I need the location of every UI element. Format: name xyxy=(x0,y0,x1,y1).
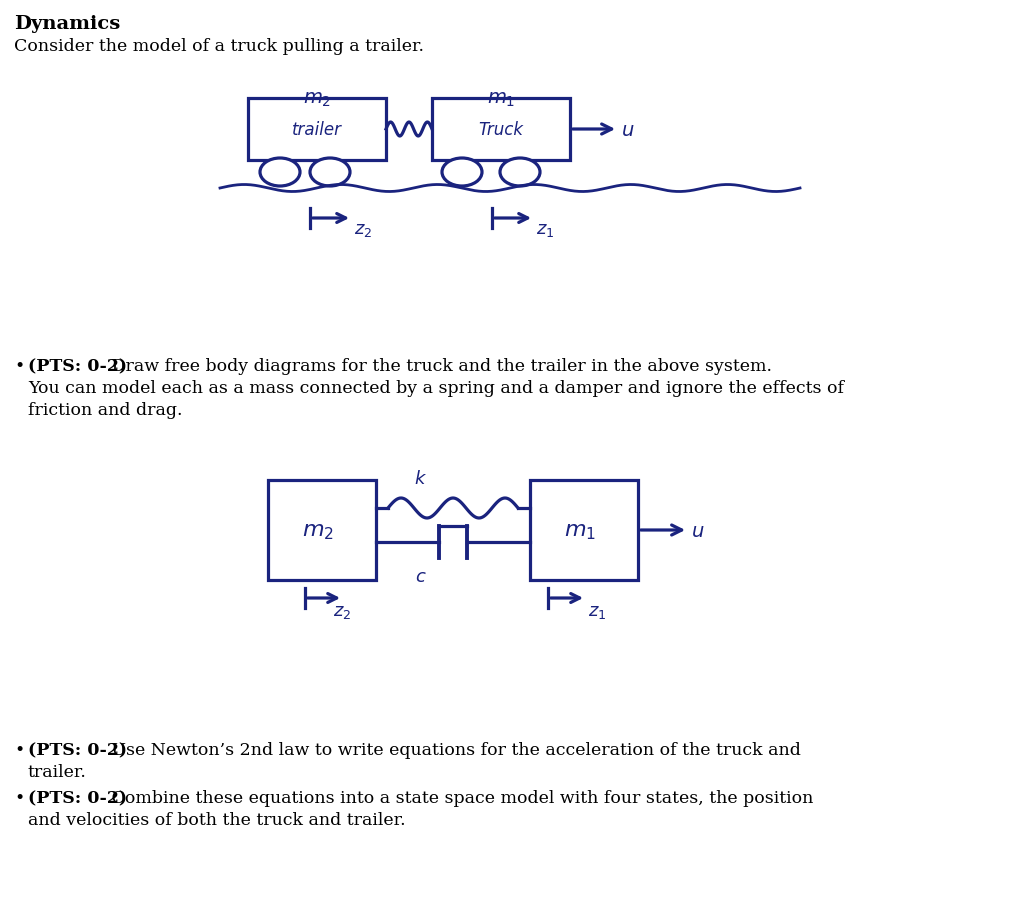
Text: Draw free body diagrams for the truck and the trailer in the above system.: Draw free body diagrams for the truck an… xyxy=(106,358,772,375)
Text: u: u xyxy=(692,522,705,541)
Bar xyxy=(432,98,570,160)
Bar xyxy=(248,98,386,160)
Text: $z_2$: $z_2$ xyxy=(354,221,373,239)
Text: (PTS: 0-2): (PTS: 0-2) xyxy=(28,358,127,375)
Ellipse shape xyxy=(500,158,540,186)
Text: Consider the model of a truck pulling a trailer.: Consider the model of a truck pulling a … xyxy=(14,38,424,55)
Text: $z_1$: $z_1$ xyxy=(588,603,606,621)
Text: and velocities of both the truck and trailer.: and velocities of both the truck and tra… xyxy=(28,812,406,829)
Text: $z_1$: $z_1$ xyxy=(536,221,554,239)
Text: •: • xyxy=(14,358,25,375)
Text: $m_2$: $m_2$ xyxy=(303,90,331,109)
Ellipse shape xyxy=(310,158,350,186)
Text: $m_1$: $m_1$ xyxy=(564,522,596,542)
Text: Use Newton’s 2nd law to write equations for the acceleration of the truck and: Use Newton’s 2nd law to write equations … xyxy=(106,742,801,759)
Text: Combine these equations into a state space model with four states, the position: Combine these equations into a state spa… xyxy=(106,790,813,807)
Text: trailer.: trailer. xyxy=(28,764,87,781)
Bar xyxy=(530,480,638,580)
Text: •: • xyxy=(14,742,25,759)
Bar xyxy=(268,480,376,580)
Ellipse shape xyxy=(260,158,300,186)
Ellipse shape xyxy=(442,158,482,186)
Text: u: u xyxy=(622,121,635,140)
Text: (PTS: 0-2): (PTS: 0-2) xyxy=(28,790,127,807)
Text: $z_2$: $z_2$ xyxy=(333,603,351,621)
Text: $m_1$: $m_1$ xyxy=(486,90,515,109)
Text: c: c xyxy=(415,568,425,586)
Text: •: • xyxy=(14,790,25,807)
Text: Truck: Truck xyxy=(478,121,523,139)
Text: You can model each as a mass connected by a spring and a damper and ignore the e: You can model each as a mass connected b… xyxy=(28,380,844,397)
Text: (PTS: 0-2): (PTS: 0-2) xyxy=(28,742,127,759)
Text: trailer: trailer xyxy=(292,121,342,139)
Text: k: k xyxy=(415,470,425,488)
Text: Dynamics: Dynamics xyxy=(14,15,120,33)
Text: friction and drag.: friction and drag. xyxy=(28,402,182,419)
Text: $m_2$: $m_2$ xyxy=(302,522,334,542)
